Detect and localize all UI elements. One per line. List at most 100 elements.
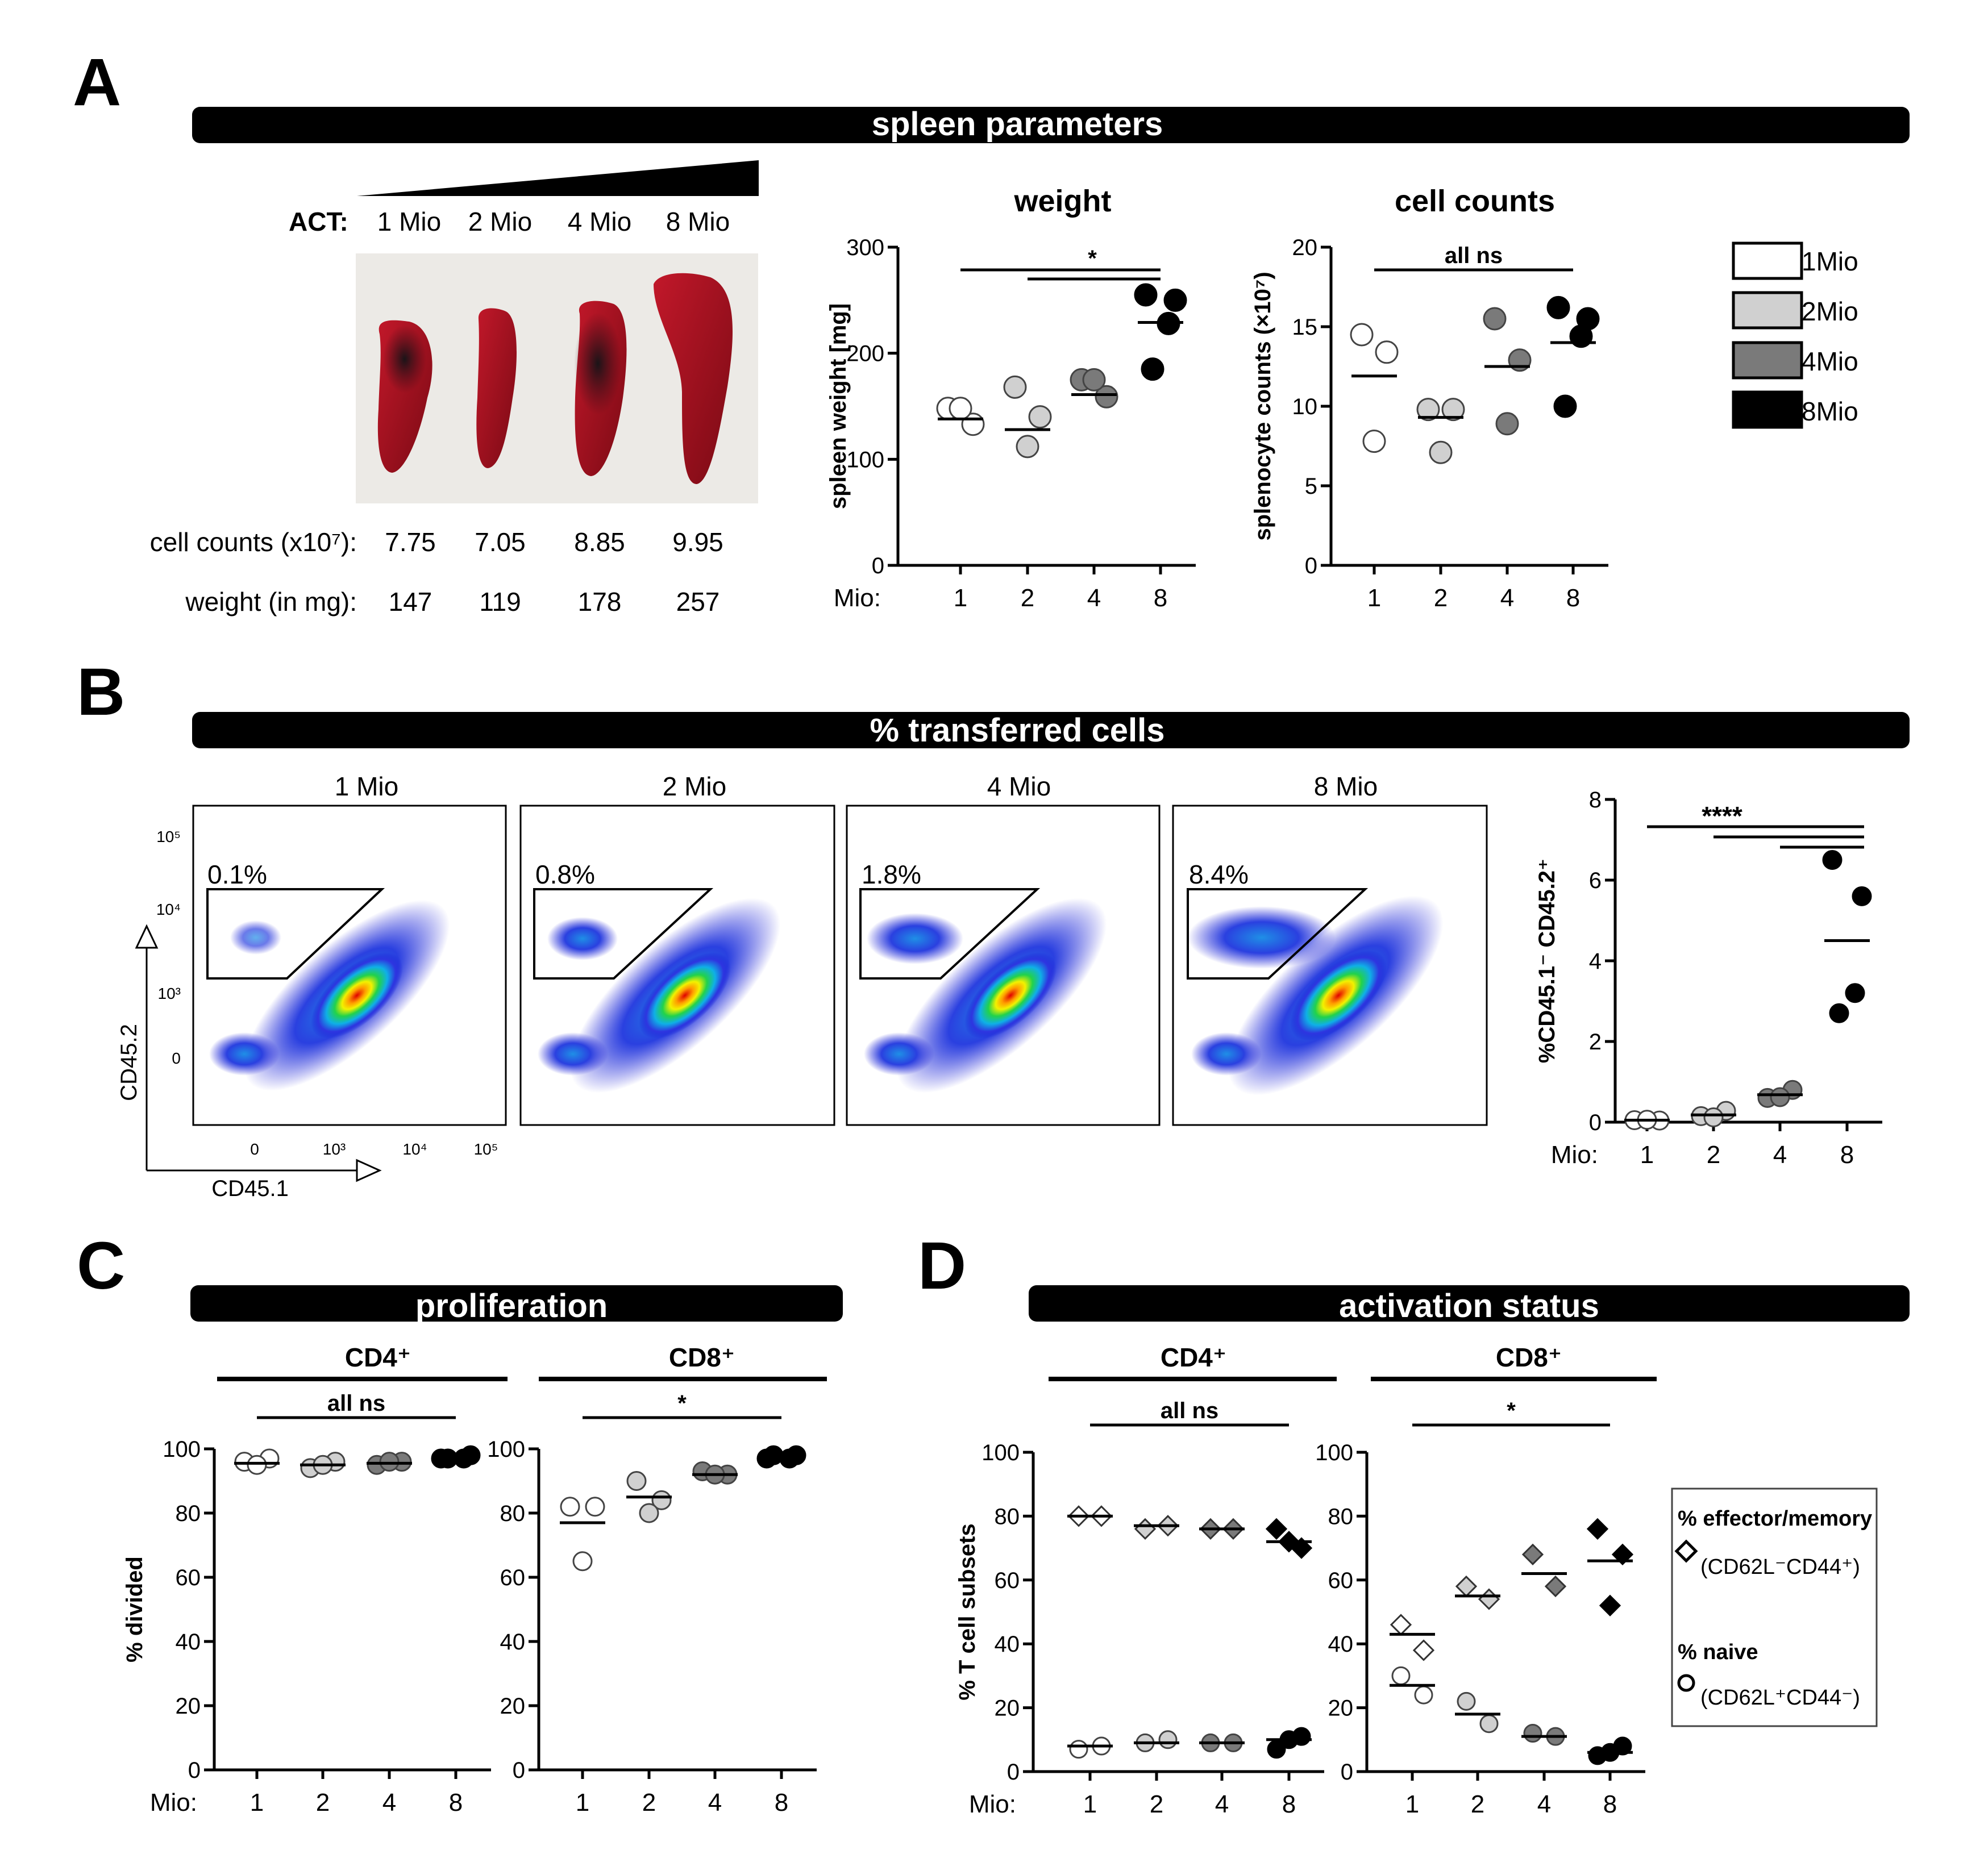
act_cd4-ytick-label: 40 [995, 1632, 1020, 1657]
flow-y-arrowhead [135, 924, 159, 949]
banner-spleen-text: spleen parameters [872, 106, 1163, 143]
transferred-point [1845, 983, 1865, 1003]
transferred-ytick-label: 0 [1589, 1110, 1602, 1135]
cell-count-4: 9.95 [672, 527, 723, 557]
flow-panels: 1 Mio 0.1% 10⁵ 10⁴ 10³ 0 0 10³ 10⁴ 10⁵ 2… [117, 772, 1488, 1201]
prolif_cd4-ytick-label: 0 [188, 1758, 201, 1783]
flow-gate-label-4: 8.4% [1189, 860, 1249, 889]
flow-xtick-4: 10⁵ [474, 1140, 498, 1158]
flow-transferred-cluster-4 [1188, 906, 1336, 969]
weight-xtick-label: 2 [1021, 584, 1034, 612]
legend: 1Mio 2Mio 4Mio 8Mio [1732, 241, 1858, 429]
legend-d-frame [1671, 1488, 1878, 1727]
banner-spleen: spleen parameters [192, 106, 1910, 143]
prolif_cd8-xtick-label: 1 [576, 1789, 589, 1816]
prolif_cd8-point [572, 1551, 593, 1572]
spleen-2 [476, 308, 517, 468]
legend-label-4: 8Mio [1802, 397, 1858, 426]
cell-count-1: 7.75 [385, 527, 436, 557]
act_cd8-ytick-label: 60 [1328, 1568, 1354, 1593]
act_cd4-sig-label: all ns [1161, 1398, 1218, 1423]
counts-point [1495, 412, 1519, 436]
chart-weight: 0 100 200 300 1 2 4 8 Mio: spleen weight [mg] weig… [826, 184, 1196, 612]
transferred-point [1852, 886, 1872, 906]
banner-transferred: % transferred cells [192, 712, 1910, 749]
flow-gate-label-2: 0.8% [535, 860, 595, 889]
prolif_cd8-point [639, 1503, 659, 1523]
legend-d-effector-sub: (CD62L⁻CD44⁺) [1700, 1555, 1860, 1579]
prolif_cd4-xtick-label: 2 [316, 1789, 330, 1816]
flow-xtick-2: 10³ [323, 1140, 346, 1158]
act_cd4-y-axis-label: % T cell subsets [955, 1523, 980, 1700]
act_cd8-point-diamond [1412, 1639, 1435, 1661]
banner-transferred-text: % transferred cells [870, 712, 1164, 749]
panel-letter-b: B [77, 655, 125, 730]
chart-prolif_cd4: 0 20 40 60 80 100 1 2 4 8 Mio: % divided CD4⁺ all ns [122, 1343, 508, 1816]
prolif_cd8-ytick-label: 80 [500, 1501, 526, 1526]
flow-plot-1: 1 Mio 0.1% 10⁵ 10⁴ 10³ 0 0 10³ 10⁴ 10⁵ [156, 772, 507, 1158]
flow-xtick-3: 10⁴ [402, 1140, 427, 1158]
photo-dose-2: 2 Mio [468, 207, 532, 236]
prolif_cd4-sig-label: all ns [327, 1391, 385, 1416]
transferred-x-axis-label: Mio: [1551, 1141, 1598, 1169]
chart-act_cd4: 0 20 40 60 80 100 1 2 4 8 Mio: % T cell subsets CD4⁺… [955, 1343, 1337, 1818]
counts-xtick-label: 8 [1566, 584, 1580, 612]
prolif_cd4-xtick-label: 8 [449, 1789, 463, 1816]
flow-ytick-3: 10³ [158, 985, 181, 1002]
act_cd4-point [1158, 1730, 1178, 1749]
flow-plot-2: 2 Mio 0.8% [519, 772, 835, 1126]
legend-label-1: 1Mio [1802, 247, 1858, 276]
panel-letter-c: C [77, 1228, 125, 1303]
prolif_cd8-point [763, 1445, 784, 1465]
counts-ytick-label: 10 [1292, 394, 1318, 419]
transferred-ytick-label: 4 [1589, 949, 1602, 974]
counts-point [1350, 323, 1374, 347]
legend-d-naive-sub: (CD62L⁺CD44⁻) [1700, 1686, 1860, 1710]
act_cd8-ytick-label: 20 [1328, 1696, 1354, 1721]
flow-title-4: 8 Mio [1314, 772, 1378, 801]
act_cd8-ytick-label: 100 [1315, 1440, 1353, 1465]
transferred-ytick-label: 6 [1589, 868, 1602, 893]
legend-swatch-1 [1732, 241, 1803, 280]
legend-d-circle-icon [1677, 1674, 1695, 1692]
transferred-xtick-label: 4 [1773, 1141, 1787, 1169]
transferred-xtick-label: 2 [1707, 1141, 1720, 1169]
weight-label: weight (in mg): [185, 587, 357, 616]
act_cd8-ytick-label: 0 [1341, 1760, 1353, 1785]
weight-point [1082, 368, 1106, 391]
act_cd8-point-diamond [1478, 1588, 1500, 1610]
flow-transferred-cluster-2 [547, 917, 618, 960]
dose-wedge [357, 160, 759, 196]
weight-3: 178 [578, 587, 622, 616]
act_cd4-x-axis-label: Mio: [969, 1790, 1016, 1818]
weight-point [1163, 288, 1187, 312]
act_cd4-xtick-label: 4 [1215, 1790, 1229, 1818]
act_cd4-ytick-label: 80 [995, 1504, 1020, 1529]
photo-dose-4: 8 Mio [666, 207, 730, 236]
weight-y-axis-label: spleen weight [mg] [826, 303, 851, 509]
counts-sig-label: all ns [1445, 243, 1503, 268]
prolif_cd8-sig-label: * [677, 1391, 687, 1416]
flow-ytick-1: 10⁵ [156, 828, 181, 845]
legend-d-naive-title: % naive [1678, 1640, 1758, 1664]
flow-title-1: 1 Mio [335, 772, 398, 801]
flow-hotspot-1 [311, 952, 403, 1039]
prolif_cd4-xtick-label: 4 [382, 1789, 396, 1816]
flow-gate-2 [533, 888, 714, 980]
prolif_cd4-ytick-label: 100 [163, 1437, 201, 1462]
spleen-4 [654, 273, 733, 484]
prolif_cd4-ytick-label: 40 [176, 1630, 201, 1655]
weight-sig-label: * [1088, 246, 1097, 271]
counts-ytick-label: 20 [1292, 235, 1318, 260]
prolif_cd4-y-axis-label: % divided [122, 1556, 147, 1663]
act_cd8-xtick-label: 1 [1405, 1790, 1419, 1818]
prolif_cd8-point [560, 1497, 580, 1517]
weight-point [1028, 405, 1052, 429]
flow-transferred-cluster-3 [867, 913, 963, 964]
prolif_cd4-point [379, 1452, 400, 1472]
prolif_cd4-xtick-label: 1 [250, 1789, 264, 1816]
flow-plot-3: 4 Mio 1.8% [846, 772, 1161, 1126]
flow-gate-3 [859, 888, 1041, 980]
